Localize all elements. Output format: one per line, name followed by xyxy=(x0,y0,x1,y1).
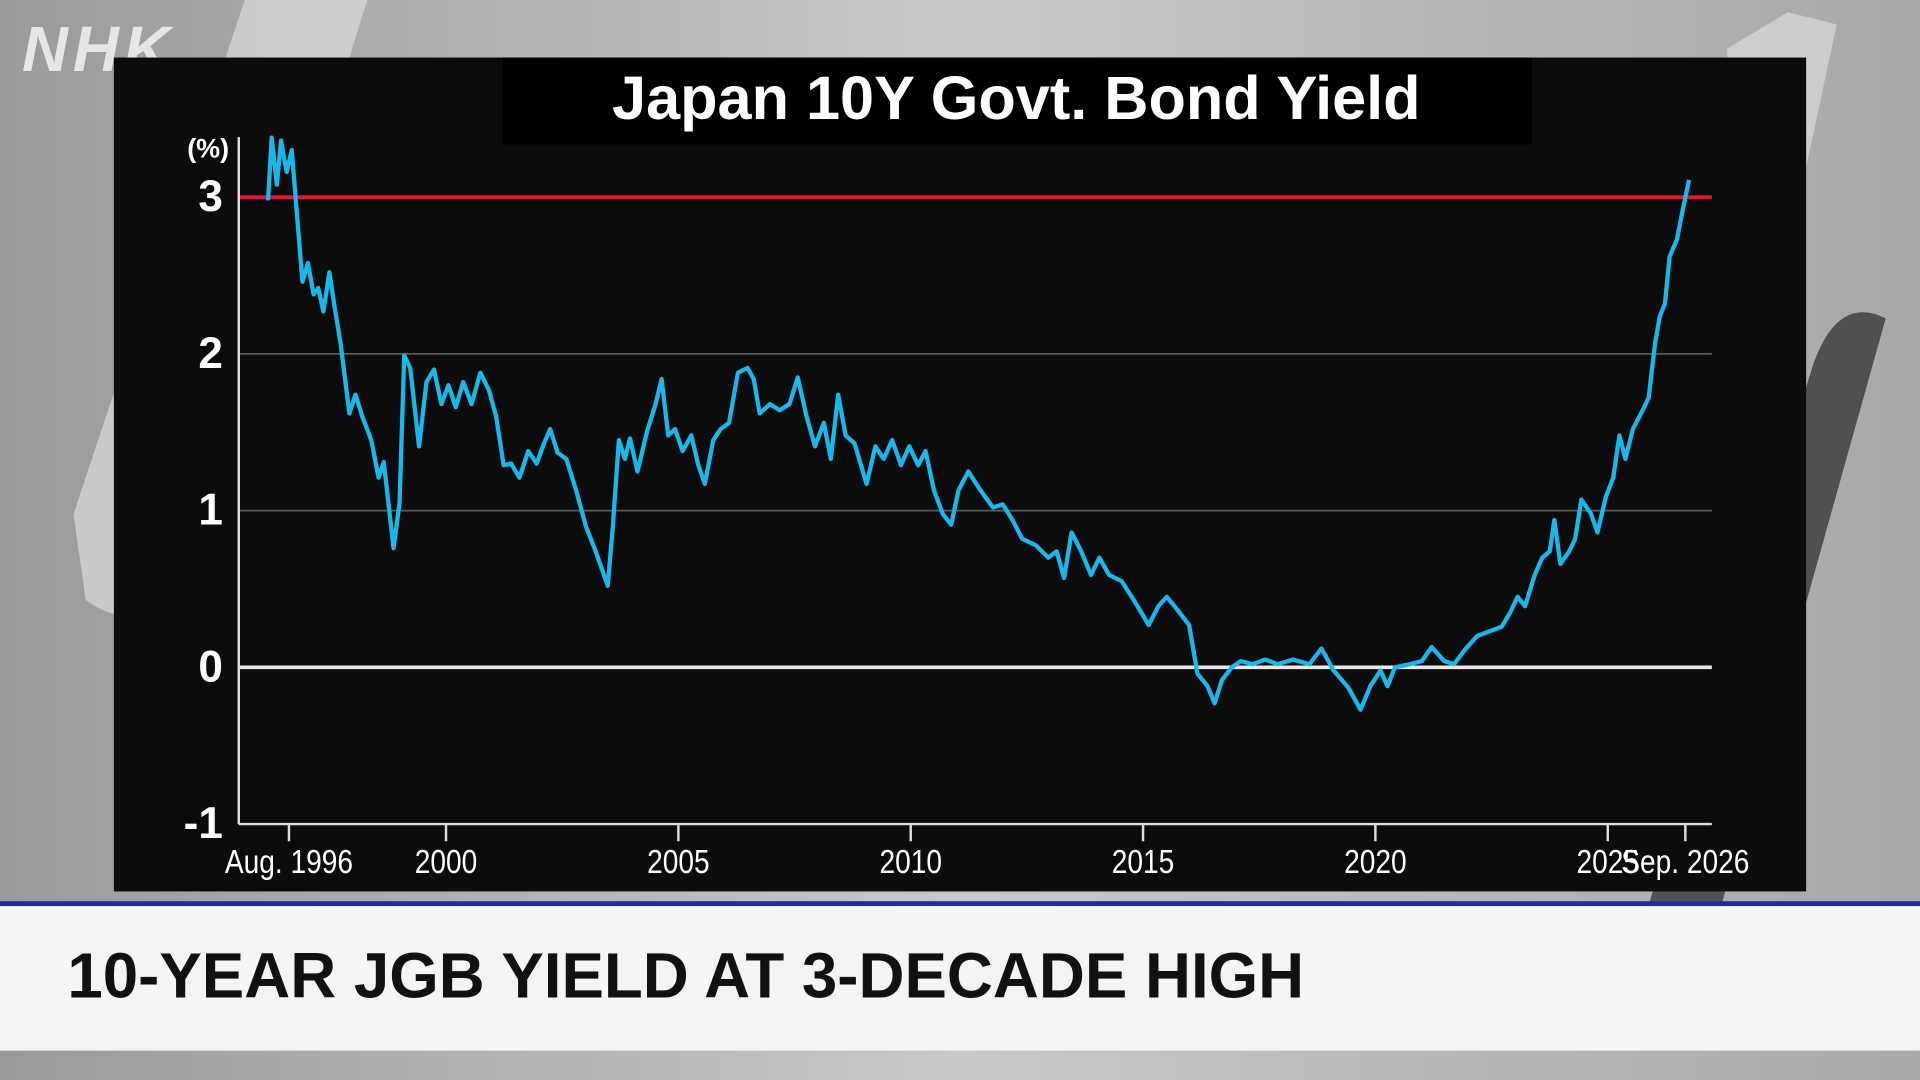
y-tick-label: 1 xyxy=(198,486,223,535)
y-tick-label: -1 xyxy=(184,799,223,848)
y-tick-label: 2 xyxy=(198,329,223,378)
x-tick-label: 2010 xyxy=(879,843,941,881)
plot: -1 0 1 2 3 Aug. 1996 2000 2005 2010 2015 2020 2025S… xyxy=(184,135,1749,881)
lower-third xyxy=(0,906,1920,1051)
y-unit: (%) xyxy=(187,134,229,164)
x-tick-label: 2000 xyxy=(415,843,477,881)
x-tick-label: 2005 xyxy=(647,843,709,881)
x-tick-label: Aug. 1996 xyxy=(225,843,353,881)
headline: 10-YEAR JGB YIELD AT 3-DECADE HIGH xyxy=(67,941,1304,1012)
lower-third-rule xyxy=(0,901,1920,907)
chart-panel xyxy=(113,57,1807,892)
x-tick-label: 2025 xyxy=(1576,843,1638,881)
title-box xyxy=(502,57,1532,145)
x-tick-label: Sep. 2026 xyxy=(1621,843,1749,881)
x-tick-label: 2015 xyxy=(1112,843,1174,881)
y-tick-label: 3 xyxy=(198,172,223,221)
chart-title: Japan 10Y Govt. Bond Yield xyxy=(612,64,1421,132)
data-line xyxy=(265,135,1692,712)
y-tick-label: 0 xyxy=(198,642,223,691)
x-tick-label: 2020 xyxy=(1344,843,1406,881)
